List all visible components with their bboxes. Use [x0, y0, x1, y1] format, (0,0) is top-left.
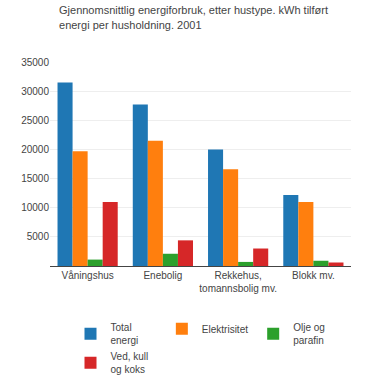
svg-text:10000: 10000 — [21, 202, 49, 213]
svg-text:Olje ogparafin: Olje ogparafin — [293, 322, 325, 346]
svg-text:25000: 25000 — [21, 115, 49, 126]
svg-text:30000: 30000 — [21, 86, 49, 97]
svg-text:Blokk mv.: Blokk mv. — [292, 270, 335, 281]
svg-text:15000: 15000 — [21, 173, 49, 184]
svg-text:Ved, kullog koks: Ved, kullog koks — [111, 351, 149, 375]
svg-text:Gjennomsnittlig energiforbruk,: Gjennomsnittlig energiforbruk, etter hus… — [59, 4, 328, 30]
svg-text:Rekkehus,tomannsbolig mv.: Rekkehus,tomannsbolig mv. — [199, 270, 277, 294]
svg-text:5000: 5000 — [27, 231, 50, 242]
svg-text:Totalenergi: Totalenergi — [111, 322, 139, 346]
svg-text:Enebolig: Enebolig — [143, 270, 182, 281]
svg-text:35000: 35000 — [21, 57, 49, 68]
svg-text:Våningshus: Våningshus — [61, 270, 113, 281]
svg-text:20000: 20000 — [21, 144, 49, 155]
svg-text:Elektrisitet: Elektrisitet — [202, 324, 248, 335]
